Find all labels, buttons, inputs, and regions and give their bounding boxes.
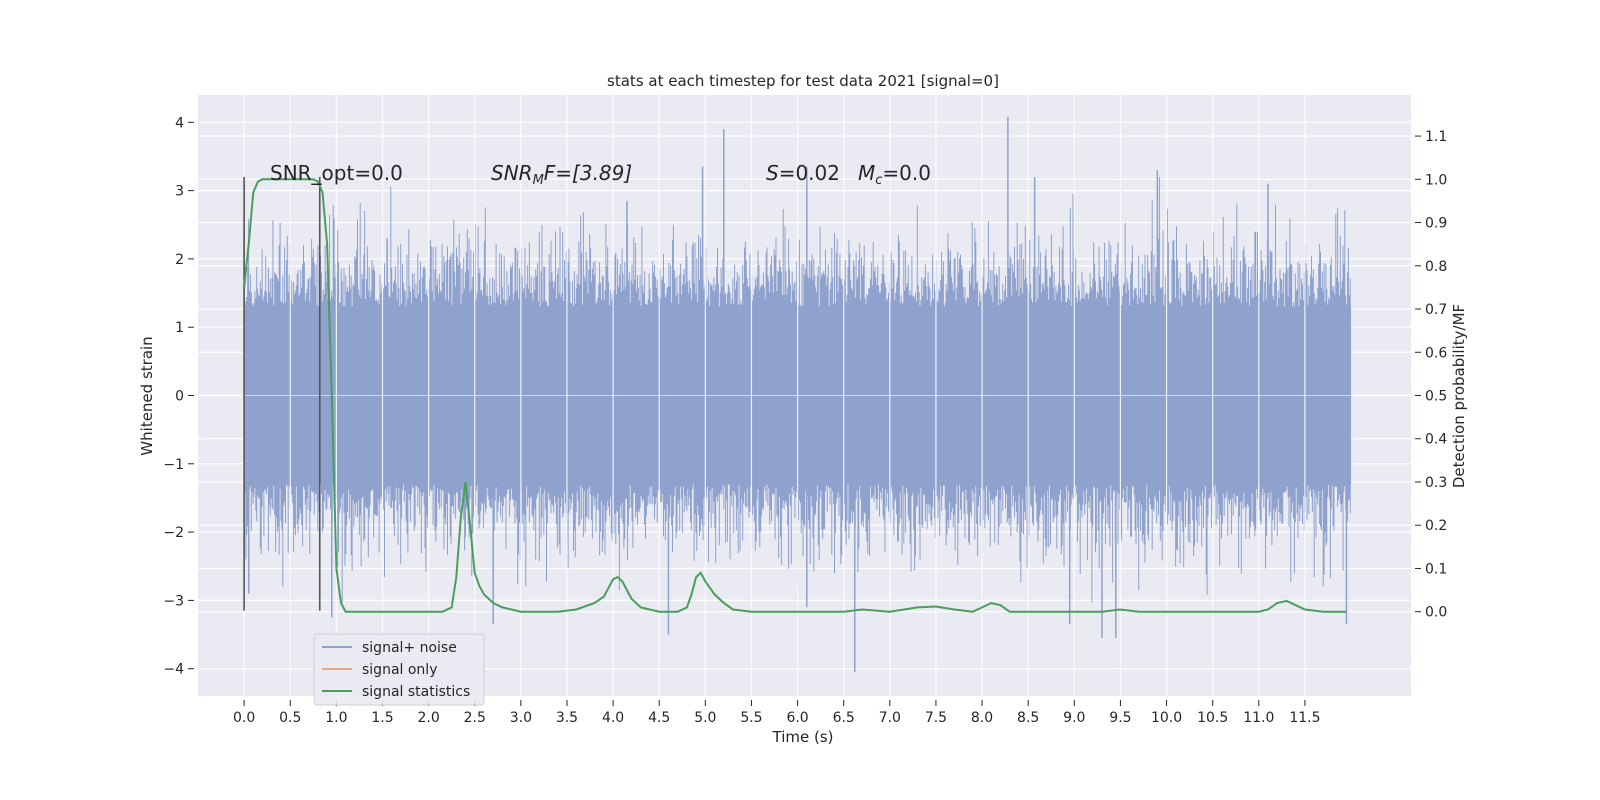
x-tick-label-18: 9.0 xyxy=(1063,710,1085,726)
grid-lines-vertical xyxy=(243,95,1306,696)
right-tick-label-0: 1.1 xyxy=(1425,129,1447,145)
annotation-snr-opt: SNR_opt=0.0 xyxy=(270,161,403,185)
x-tick-label-9: 4.5 xyxy=(648,710,670,726)
x-tick-label-6: 3.0 xyxy=(510,710,532,726)
signal-marker-lines xyxy=(243,176,321,611)
x-tick-label-16: 8.0 xyxy=(971,710,993,726)
y-tick-label-8: −4 xyxy=(163,662,184,678)
right-tick-label-9: 0.2 xyxy=(1425,518,1447,534)
x-tick-label-12: 6.0 xyxy=(786,710,808,726)
right-tick-label-7: 0.4 xyxy=(1425,432,1447,448)
x-tick-label-17: 8.5 xyxy=(1017,710,1039,726)
x-tick-label-23: 11.5 xyxy=(1289,710,1320,726)
y-tick-label-4: 0 xyxy=(175,389,184,405)
right-tick-label-11: 0.0 xyxy=(1425,605,1447,621)
x-tick-label-3: 1.5 xyxy=(371,710,393,726)
x-tick-label-7: 3.5 xyxy=(556,710,578,726)
x-axis-label: Time (s) xyxy=(772,728,834,746)
y-axis-label: Whitened strain xyxy=(138,336,156,455)
legend: signal+ noise signal only signal statist… xyxy=(313,633,485,706)
right-axis-ticks: 1.1 1.0 0.9 0.8 0.7 0.6 0.5 0.4 0.3 0.2 0.1 0.0 xyxy=(1415,129,1447,621)
right-tick-label-4: 0.7 xyxy=(1425,302,1447,318)
statistics-line xyxy=(243,178,1347,613)
x-tick-label-5: 2.5 xyxy=(464,710,486,726)
x-tick-label-21: 10.5 xyxy=(1197,710,1228,726)
right-tick-label-1: 1.0 xyxy=(1425,172,1447,188)
x-tick-label-14: 7.0 xyxy=(879,710,901,726)
y-tick-label-1: 3 xyxy=(175,184,184,200)
legend-box xyxy=(313,633,485,706)
y-tick-label-7: −3 xyxy=(163,593,184,609)
legend-label-noise: signal+ noise xyxy=(362,640,457,656)
right-tick-label-3: 0.8 xyxy=(1425,259,1447,275)
y-tick-label-3: 1 xyxy=(175,320,184,336)
y-tick-label-0: 4 xyxy=(175,115,184,131)
annotation-s: S=0.02 xyxy=(766,161,840,185)
chart-title: stats at each timestep for test data 202… xyxy=(607,72,999,90)
x-tick-label-4: 2.0 xyxy=(417,710,439,726)
right-tick-label-8: 0.3 xyxy=(1425,475,1447,491)
annotation-mc: Mc=0.0 xyxy=(858,161,931,188)
x-tick-label-15: 7.5 xyxy=(925,710,947,726)
x-tick-label-2: 1.0 xyxy=(325,710,347,726)
x-tick-label-20: 10.0 xyxy=(1151,710,1182,726)
x-tick-label-13: 6.5 xyxy=(833,710,855,726)
x-tick-label-10: 5.0 xyxy=(694,710,716,726)
y-tick-label-5: −1 xyxy=(163,457,184,473)
right-axis-label: Detection probability/MF xyxy=(1450,304,1468,488)
y-axis-ticks: 4 3 2 1 0 −1 −2 −3 −4 xyxy=(163,115,194,678)
y-tick-label-2: 2 xyxy=(175,252,184,268)
x-tick-label-22: 11.0 xyxy=(1243,710,1274,726)
x-tick-label-1: 0.5 xyxy=(279,710,301,726)
statistics-series xyxy=(243,178,1347,613)
x-tick-label-0: 0.0 xyxy=(233,710,255,726)
x-axis-ticks: 0.0 0.5 1.0 1.5 2.0 2.5 3.0 3.5 4.0 4.5 5.0 5.5 6.0 6… xyxy=(233,700,1321,726)
y-tick-label-6: −2 xyxy=(163,525,184,541)
right-tick-label-6: 0.5 xyxy=(1425,389,1447,405)
x-tick-label-19: 9.5 xyxy=(1109,710,1131,726)
legend-label-statistics: signal statistics xyxy=(362,684,470,700)
x-tick-label-11: 5.5 xyxy=(740,710,762,726)
right-tick-label-10: 0.1 xyxy=(1425,561,1447,577)
right-tick-label-5: 0.6 xyxy=(1425,345,1447,361)
right-tick-label-2: 0.9 xyxy=(1425,216,1447,232)
x-tick-label-8: 4.0 xyxy=(602,710,624,726)
annotation-snr-mf: SNRMF=[3.89] xyxy=(491,161,632,188)
legend-label-signal-only: signal only xyxy=(362,662,437,678)
